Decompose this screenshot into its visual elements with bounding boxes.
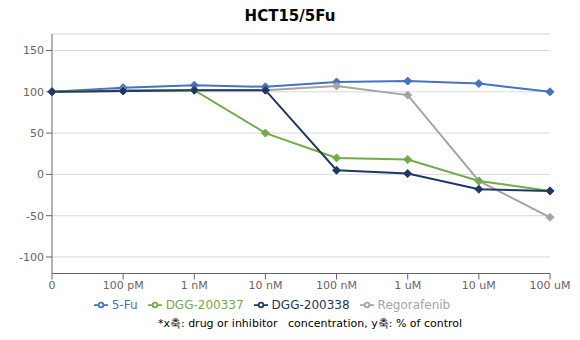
svg-text:10 uM: 10 uM — [462, 279, 496, 292]
html-text:Regorafenib: Regorafenib — [377, 297, 451, 312]
svg-text:0: 0 — [49, 279, 56, 292]
svg-text:-100: -100 — [19, 251, 44, 264]
svg-text:-50: -50 — [26, 210, 44, 223]
svg-text:100 pM: 100 pM — [103, 279, 144, 292]
svg-text:50: 50 — [30, 127, 44, 140]
html-text:*x축: drug or inhibitor concent: *x축: drug or inhibitor concentration, y축… — [157, 317, 463, 330]
html-text:DGG-200338: DGG-200338 — [271, 297, 350, 312]
svg-text:100 nM: 100 nM — [316, 279, 357, 292]
svg-text:100: 100 — [23, 86, 44, 99]
svg-text:0: 0 — [37, 168, 44, 181]
svg-text:1 uM: 1 uM — [394, 279, 421, 292]
html-text:DGG-200337: DGG-200337 — [165, 297, 244, 312]
html-text:5-Fu: 5-Fu — [111, 297, 138, 312]
html-text:HCT15/5Fu: HCT15/5Fu — [244, 7, 336, 25]
svg-text:100 uM: 100 uM — [530, 279, 571, 292]
svg-text:1 nM: 1 nM — [181, 279, 208, 292]
svg-text:150: 150 — [23, 44, 44, 57]
svg-text:10 nM: 10 nM — [248, 279, 282, 292]
